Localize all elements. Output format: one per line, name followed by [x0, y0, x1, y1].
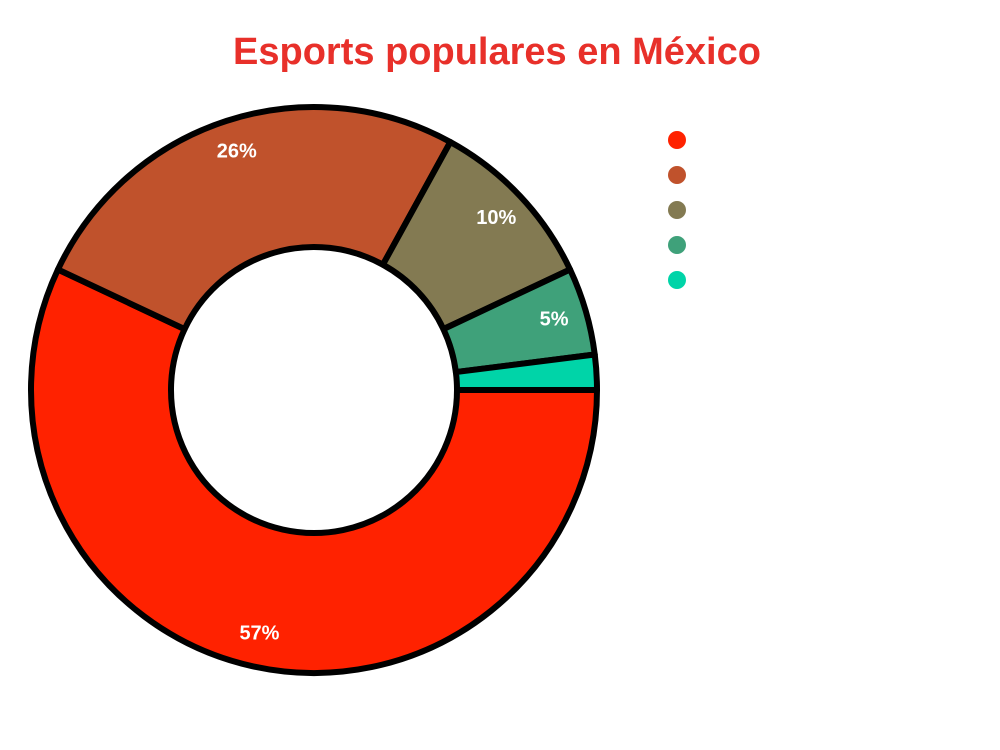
legend-marker [668, 271, 686, 289]
chart-title: Esports populares en México [233, 31, 761, 73]
legend-marker [668, 201, 686, 219]
data-label: 26% [217, 141, 257, 163]
data-label: 57% [239, 622, 279, 644]
donut-slice [54, 104, 454, 333]
data-label: 5% [540, 309, 569, 331]
legend-marker [668, 236, 686, 254]
legend-marker [668, 166, 686, 184]
donut-slice [28, 266, 600, 676]
legend-marker [668, 131, 686, 149]
data-label: 10% [476, 207, 516, 229]
donut-slice [452, 351, 600, 393]
